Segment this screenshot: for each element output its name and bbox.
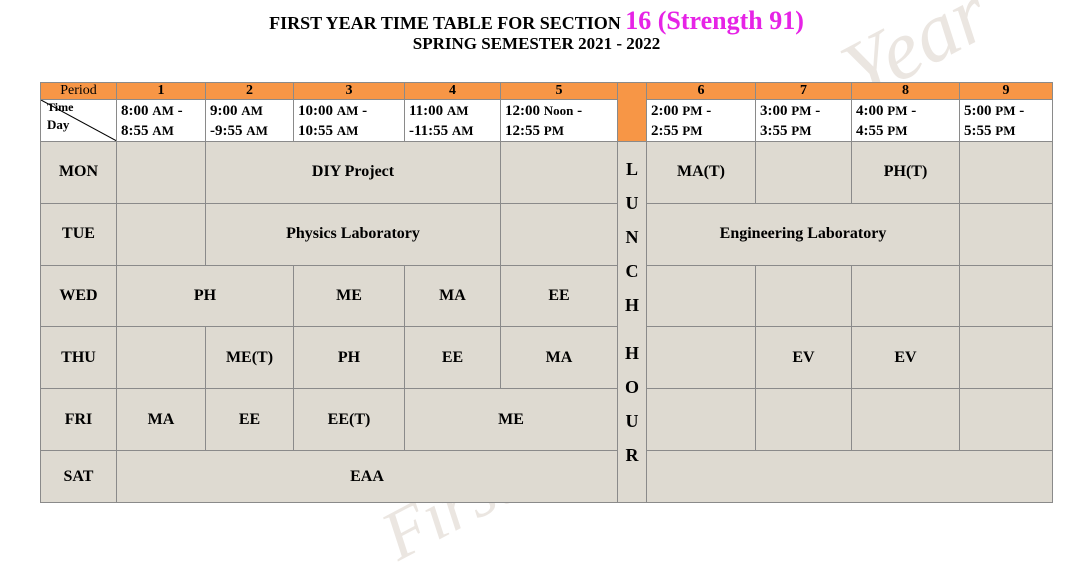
class-cell: EV: [755, 326, 852, 390]
class-cell: EE(T): [293, 388, 405, 452]
class-cell: PH: [293, 326, 405, 390]
class-cell: MA: [116, 388, 206, 452]
period-number: 7: [755, 81, 852, 101]
empty-slot: [116, 202, 206, 266]
time-header-row: Time Day 8:00 AM -8:55 AM 9:00 AM -9:55 A…: [40, 99, 1053, 142]
class-cell: MA: [404, 264, 501, 328]
day-label: WED: [40, 264, 117, 328]
page-title: FIRST YEAR TIME TABLE FOR SECTION 16 (St…: [0, 8, 1073, 36]
time-slot: 3:00 PM -3:55 PM: [755, 99, 852, 142]
empty-slot: [646, 450, 1053, 503]
empty-slot: [959, 326, 1053, 390]
empty-slot: [116, 140, 206, 204]
period-number: 6: [646, 81, 756, 101]
empty-slot: [646, 388, 756, 452]
day-label: FRI: [40, 388, 117, 452]
class-cell: EAA: [116, 450, 618, 503]
corner-day-label: Day: [47, 117, 70, 133]
class-cell: EE: [500, 264, 618, 328]
class-cell: ME: [404, 388, 618, 452]
time-slot: 4:00 PM -4:55 PM: [851, 99, 960, 142]
day-row-sat: SAT EAA: [40, 450, 1053, 503]
time-day-corner: Time Day: [40, 99, 117, 142]
lunch-hour-column: L U N C H H O U R: [617, 140, 647, 504]
day-row-mon: MON DIY Project L U N C H H O U R MA(T) …: [40, 140, 1053, 504]
empty-slot: [116, 326, 206, 390]
period-number: 4: [404, 81, 501, 101]
class-cell: EE: [404, 326, 501, 390]
time-slot: 8:00 AM -8:55 AM: [116, 99, 206, 142]
corner-time-label: Time: [47, 100, 74, 115]
day-row-wed: WED PH ME MA EE: [40, 264, 1053, 328]
empty-slot: [959, 388, 1053, 452]
class-cell: MA(T): [646, 140, 756, 204]
time-slot: 5:00 PM -5:55 PM: [959, 99, 1053, 142]
time-slot: 10:00 AM -10:55 AM: [293, 99, 405, 142]
day-row-tue: TUE Physics Laboratory Engineering Labor…: [40, 202, 1053, 266]
empty-slot: [755, 264, 852, 328]
title-block: FIRST YEAR TIME TABLE FOR SECTION 16 (St…: [0, 8, 1073, 54]
lunch-header: [617, 82, 647, 142]
empty-slot: [500, 140, 618, 204]
class-cell: ME: [293, 264, 405, 328]
empty-slot: [500, 202, 618, 266]
day-row-thu: THU ME(T) PH EE MA EV EV: [40, 326, 1053, 390]
period-number: 2: [205, 81, 294, 101]
class-cell: Physics Laboratory: [205, 202, 501, 266]
day-label: TUE: [40, 202, 117, 266]
lunch-hour-text: L U N C H H O U R: [624, 158, 639, 465]
semester-subtitle: SPRING SEMESTER 2021 - 2022: [412, 34, 661, 53]
period-number: 3: [293, 81, 405, 101]
time-slot: 9:00 AM -9:55 AM: [205, 99, 294, 142]
class-cell: DIY Project: [205, 140, 501, 204]
class-cell: Engineering Laboratory: [646, 202, 960, 266]
corner-diagonal: [41, 100, 116, 141]
empty-slot: [959, 202, 1053, 266]
class-cell: ME(T): [205, 326, 294, 390]
empty-slot: [646, 326, 756, 390]
day-label: THU: [40, 326, 117, 390]
day-label: MON: [40, 140, 117, 204]
period-number: 1: [116, 81, 206, 101]
day-label: SAT: [40, 450, 117, 503]
time-slot: 11:00 AM -11:55 AM: [404, 99, 501, 142]
day-row-fri: FRI MA EE EE(T) ME: [40, 388, 1053, 452]
empty-slot: [851, 388, 960, 452]
empty-slot: [959, 140, 1053, 204]
title-text: FIRST YEAR TIME TABLE FOR SECTION: [269, 13, 621, 33]
period-number: 8: [851, 81, 960, 101]
time-slot: 12:00 Noon -12:55 PM: [500, 99, 618, 142]
class-cell: PH(T): [851, 140, 960, 204]
empty-slot: [755, 140, 852, 204]
time-slot: 2:00 PM -2:55 PM: [646, 99, 756, 142]
period-header-row: Period 1 2 3 4 5 6 7 8 9: [40, 81, 1053, 142]
empty-slot: [959, 264, 1053, 328]
empty-slot: [851, 264, 960, 328]
class-cell: EV: [851, 326, 960, 390]
class-cell: PH: [116, 264, 294, 328]
class-cell: MA: [500, 326, 618, 390]
section-label: 16 (Strength 91): [625, 6, 804, 35]
empty-slot: [755, 388, 852, 452]
period-number: 9: [959, 81, 1053, 101]
class-cell: EE: [205, 388, 294, 452]
period-number: 5: [500, 81, 618, 101]
empty-slot: [646, 264, 756, 328]
period-label: Period: [40, 81, 117, 101]
timetable: Period 1 2 3 4 5 6 7 8 9 Time Day 8:00 A…: [40, 81, 1053, 504]
